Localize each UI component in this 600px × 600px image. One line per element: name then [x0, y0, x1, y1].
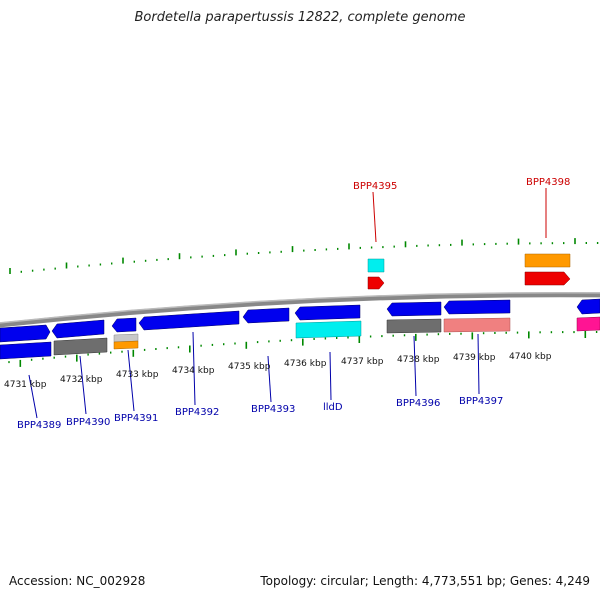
leader-line-bpp4390: [79, 355, 87, 415]
gene-label-lldd[interactable]: lldD: [323, 402, 343, 413]
scale-label: 4737 kbp: [341, 357, 384, 367]
scale-label: 4736 kbp: [284, 359, 327, 369]
gene-label-bpp4396[interactable]: BPP4396: [396, 398, 440, 409]
gene-box-edge-magenta[interactable]: [576, 316, 600, 332]
accession-text: Accession: NC_002928: [9, 574, 146, 588]
gene-box-bpp4395-cyan[interactable]: [367, 258, 385, 273]
leader-line-bpp4397: [477, 333, 480, 395]
gene-label-bpp4391[interactable]: BPP4391: [114, 413, 158, 424]
leader-line-bpp4393: [267, 355, 272, 403]
topology-text: Topology: circular; Length: 4,773,551 bp…: [260, 574, 590, 588]
gene-arrow-bpp4398-red[interactable]: [524, 271, 571, 286]
scale-label: 4732 kbp: [60, 375, 103, 385]
gene-box-bpp4391-orange[interactable]: [113, 340, 139, 350]
scale-label: 4738 kbp: [397, 355, 440, 365]
leader-line-bpp4391: [127, 349, 135, 412]
scale-label-group: 4731 kbp 4732 kbp 4733 kbp 4734 kbp 4735…: [4, 352, 552, 390]
gene-box-lldd-cyan[interactable]: [295, 320, 362, 339]
genome-backbone-highlight: [0, 292, 600, 324]
gene-arrow-lldd-blue[interactable]: [294, 304, 361, 321]
leader-line-bpp4396: [413, 335, 417, 397]
gene-label-bpp4390[interactable]: BPP4390: [66, 417, 110, 428]
gene-label-bpp4397[interactable]: BPP4397: [459, 396, 503, 407]
gene-box-bpp4397-salmon[interactable]: [443, 317, 511, 333]
leader-line-bpp4389: [28, 374, 38, 419]
scale-label: 4740 kbp: [509, 352, 552, 362]
gene-arrow-bpp4395-red[interactable]: [367, 276, 385, 290]
gene-box-bpp4396-grey[interactable]: [386, 318, 442, 334]
gene-box-bpp4391-lightgrey[interactable]: [113, 333, 139, 343]
gene-box-bpp4398-orange[interactable]: [524, 253, 571, 268]
scale-label: 4734 kbp: [172, 366, 215, 376]
gene-arrow-bpp4393-blue[interactable]: [242, 307, 290, 324]
scale-label: 4735 kbp: [228, 362, 271, 372]
gene-label-bpp4389[interactable]: BPP4389: [17, 420, 61, 431]
leader-line-lldd: [329, 351, 332, 401]
gene-label-bpp4395[interactable]: BPP4395: [353, 181, 397, 192]
gene-box-bpp4390-grey[interactable]: [53, 337, 108, 356]
top-tick-track: [9, 238, 599, 274]
page-title: Bordetella parapertussis 12822, complete…: [134, 10, 466, 25]
leader-line-bpp4392: [192, 331, 196, 406]
gene-arrow-bpp4392-blue[interactable]: [138, 310, 240, 331]
scale-label: 4739 kbp: [453, 353, 496, 363]
gene-arrow-bpp4391-blue[interactable]: [111, 317, 137, 333]
gene-label-bpp4392[interactable]: BPP4392: [175, 407, 219, 418]
gene-label-bpp4393[interactable]: BPP4393: [251, 404, 295, 415]
genome-backbone: [0, 292, 600, 328]
gene-arrow-edge-blue[interactable]: [576, 298, 600, 315]
gene-arrow-bpp4389-blue[interactable]: [0, 324, 51, 343]
gene-label-bpp4398[interactable]: BPP4398: [526, 177, 570, 188]
gene-arrow-bpp4390-blue[interactable]: [51, 319, 105, 339]
bottom-tick-track: [8, 331, 598, 367]
gene-box-bpp4389-blue[interactable]: [0, 341, 52, 360]
scale-label: 4733 kbp: [116, 370, 159, 380]
leader-line-bpp4395: [372, 191, 377, 243]
scale-label: 4731 kbp: [4, 380, 47, 390]
gene-arrow-bpp4397-blue[interactable]: [443, 299, 511, 315]
gene-arrow-bpp4396-blue[interactable]: [386, 301, 442, 317]
